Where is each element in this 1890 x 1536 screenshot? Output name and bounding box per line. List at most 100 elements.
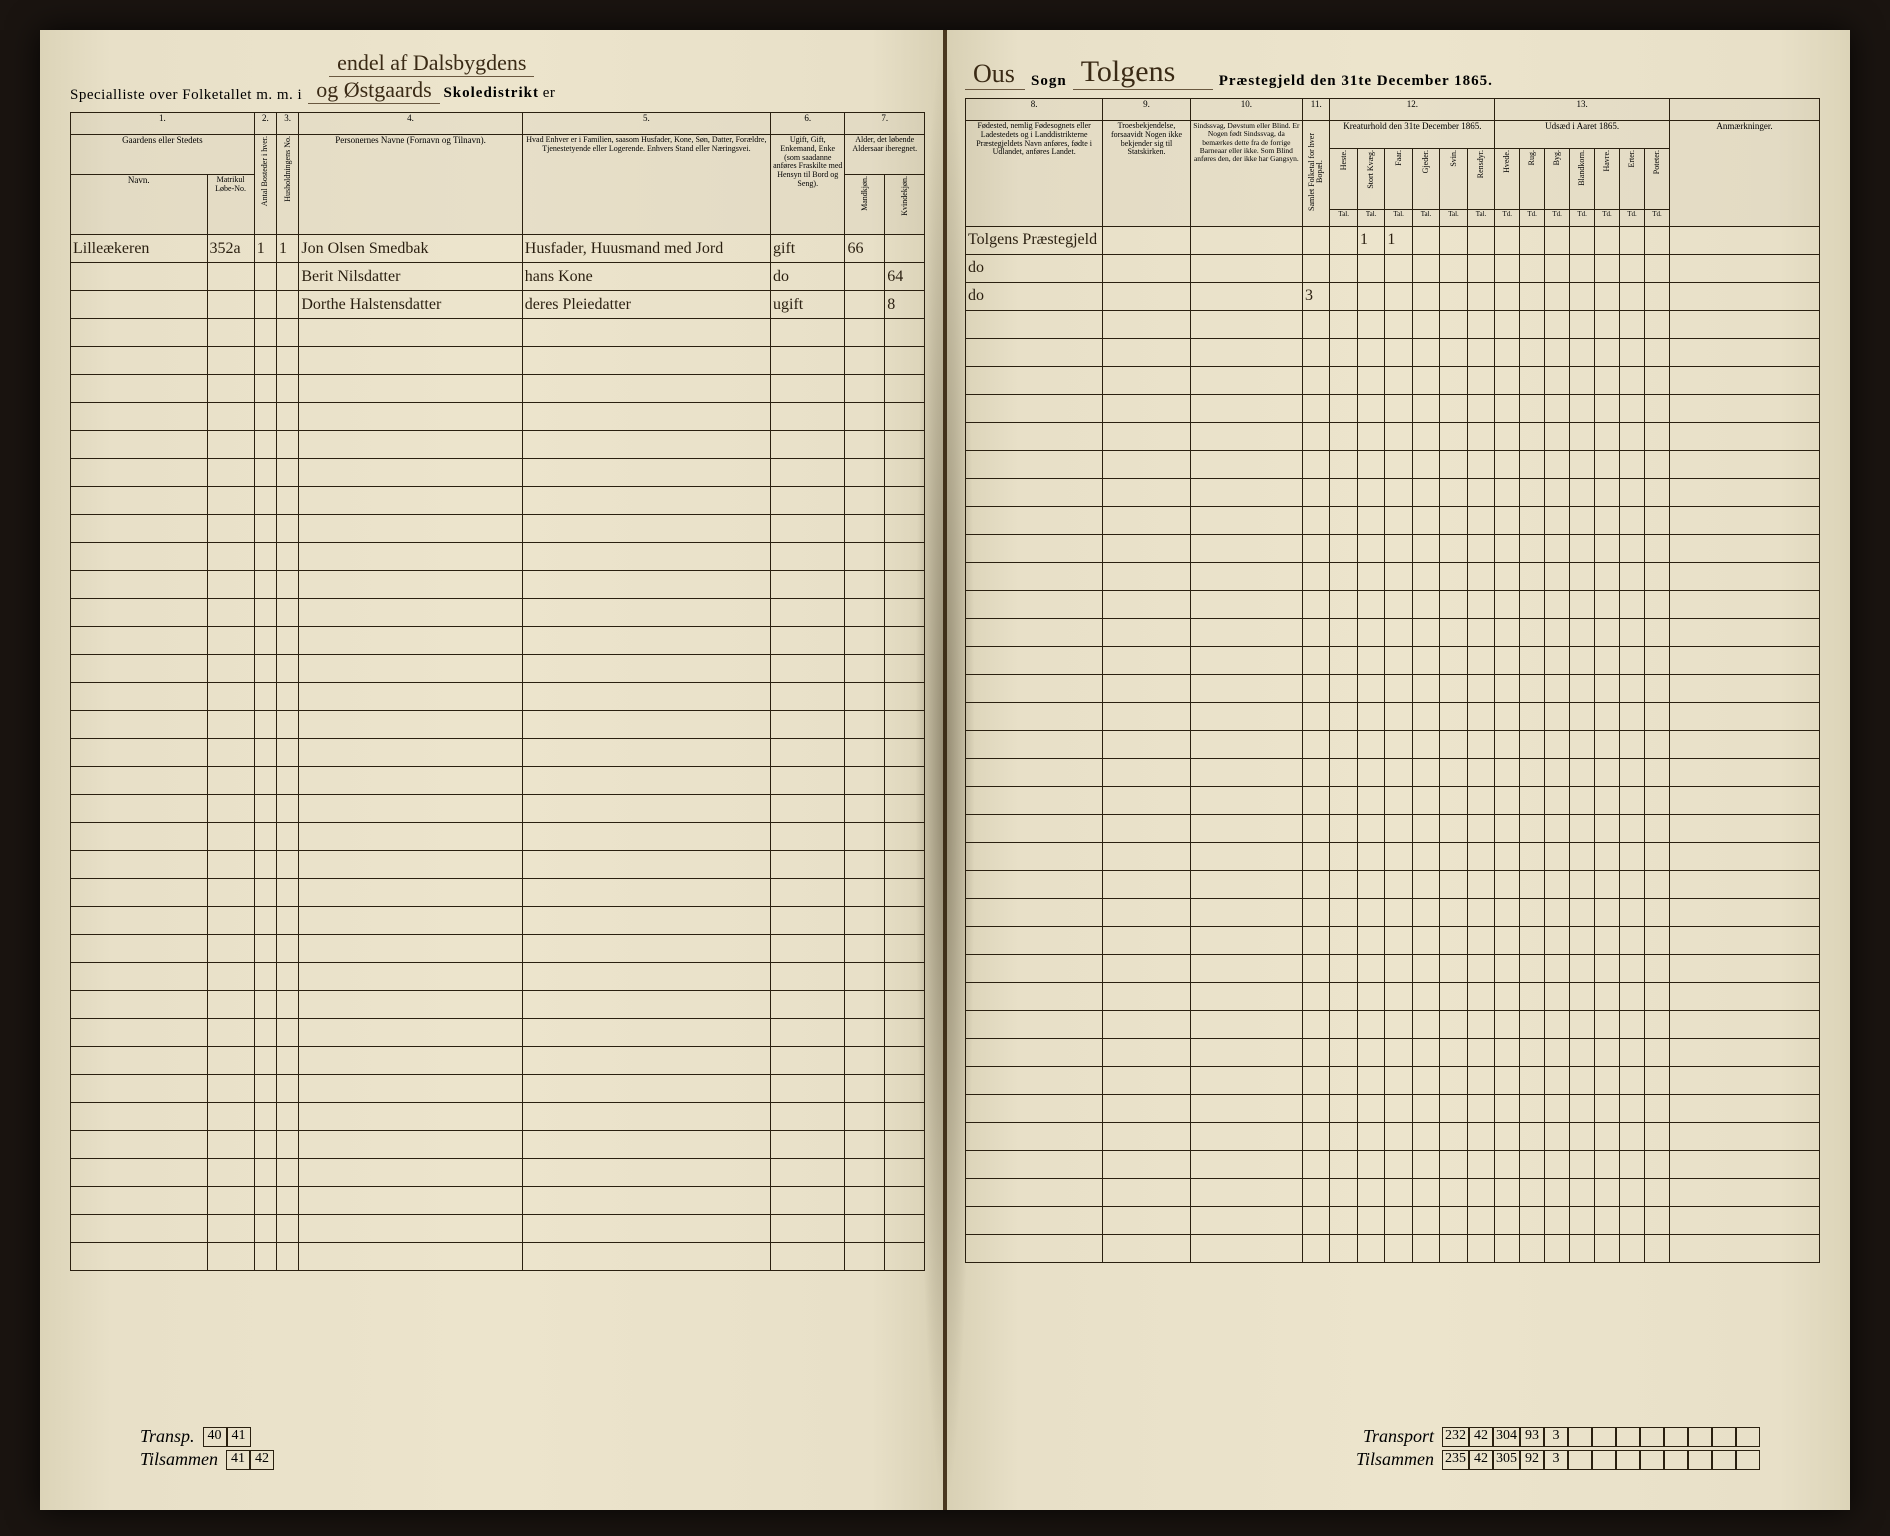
cell — [1545, 226, 1570, 254]
cell — [1330, 226, 1357, 254]
cell: Tolgens Præstegjeld — [966, 226, 1103, 254]
h-anm: Anmærkninger. — [1670, 121, 1820, 227]
cell — [1330, 254, 1357, 282]
footer-cell — [1664, 1427, 1688, 1447]
cell — [1520, 226, 1545, 254]
cell-stand: deres Pleiedatter — [522, 291, 770, 319]
table-row — [71, 823, 925, 851]
cell — [1495, 254, 1520, 282]
col-anm — [1670, 99, 1820, 121]
right-footer: Transport 23242304933 Tilsammen 23542305… — [1356, 1426, 1760, 1470]
table-row — [71, 767, 925, 795]
h7b: Mandkjøn. — [845, 175, 885, 235]
cell-navn: Jon Olsen Smedbak — [299, 235, 522, 263]
table-row — [966, 758, 1820, 786]
col-6: 6. — [771, 113, 845, 135]
footer-cell — [1688, 1427, 1712, 1447]
unit-tal: Tal. — [1357, 209, 1384, 226]
cell-mno — [207, 291, 254, 319]
footer-cell — [1736, 1427, 1760, 1447]
cell — [1303, 254, 1330, 282]
cell — [1330, 282, 1357, 310]
cell — [1357, 254, 1384, 282]
table-row: do3 — [966, 282, 1820, 310]
footer-cell — [1688, 1450, 1712, 1470]
table-row — [71, 1215, 925, 1243]
footer-cell: 92 — [1520, 1450, 1544, 1470]
table-row — [966, 366, 1820, 394]
unit-tal: Tal. — [1330, 209, 1357, 226]
table-row: Lilleækeren352a11Jon Olsen SmedbakHusfad… — [71, 235, 925, 263]
table-row — [966, 1010, 1820, 1038]
sogn-printed: Sogn — [1031, 73, 1067, 90]
cell — [1412, 254, 1439, 282]
table-row — [71, 627, 925, 655]
cell — [1595, 282, 1620, 310]
table-row — [966, 870, 1820, 898]
h2: Antal Bosteder i hver. — [254, 135, 276, 235]
cell — [1670, 254, 1820, 282]
h11: Samlet Folketal for hver Bopæl. — [1303, 121, 1330, 227]
table-row: Dorthe Halstensdatterderes Pleiedatterug… — [71, 291, 925, 319]
col-12: 12. — [1330, 99, 1495, 121]
table-row — [966, 1094, 1820, 1122]
h1a: Gaardens eller Stedets — [71, 135, 255, 175]
table-row — [71, 1019, 925, 1047]
cell-bo: 1 — [254, 235, 276, 263]
table-row — [966, 450, 1820, 478]
footer-cell — [1640, 1427, 1664, 1447]
cell — [1670, 282, 1820, 310]
footer-cell — [1640, 1450, 1664, 1470]
cell-m — [845, 263, 885, 291]
h13-sub: Rug. — [1520, 149, 1545, 210]
col-10: 10. — [1190, 99, 1302, 121]
h13-sub: Hvede. — [1495, 149, 1520, 210]
col-9: 9. — [1103, 99, 1190, 121]
cell-bo — [254, 263, 276, 291]
table-row — [966, 534, 1820, 562]
h9: Troesbekjendelse, forsaavidt Nogen ikke … — [1103, 121, 1190, 227]
cell-stand: Husfader, Huusmand med Jord — [522, 235, 770, 263]
footer-cell — [1592, 1427, 1616, 1447]
cell-hh — [277, 263, 299, 291]
table-row — [71, 739, 925, 767]
table-row — [966, 898, 1820, 926]
table-row — [71, 431, 925, 459]
table-row — [71, 963, 925, 991]
h13-sub: Byg. — [1545, 149, 1570, 210]
footer-cell: 3 — [1544, 1450, 1568, 1470]
unit-td: Td. — [1595, 209, 1620, 226]
cell: 1 — [1357, 226, 1384, 254]
header-script-1: endel af Dalsbygdens — [329, 50, 534, 77]
cell-sivil: do — [771, 263, 845, 291]
unit-tal: Tal. — [1412, 209, 1439, 226]
table-row — [71, 1075, 925, 1103]
cell — [1620, 282, 1645, 310]
table-row — [71, 907, 925, 935]
footer-cell: 232 — [1442, 1427, 1469, 1447]
table-row — [966, 506, 1820, 534]
table-row — [966, 1206, 1820, 1234]
table-row — [71, 851, 925, 879]
cell — [1103, 282, 1190, 310]
col-7: 7. — [845, 113, 925, 135]
cell-m — [845, 291, 885, 319]
h1c: Matrikul Løbe-No. — [207, 175, 254, 235]
h3: Husholdningens No. — [277, 135, 299, 235]
table-row — [71, 1047, 925, 1075]
footer-cell: 42 — [1469, 1427, 1493, 1447]
table-row — [71, 935, 925, 963]
footer-cell: 235 — [1442, 1450, 1469, 1470]
cell — [1644, 282, 1669, 310]
right-page: Ous Sogn Tolgens Præstegjeld den 31te De… — [945, 30, 1850, 1510]
table-row — [71, 683, 925, 711]
table-row — [71, 655, 925, 683]
cell — [1103, 226, 1190, 254]
table-row — [966, 702, 1820, 730]
unit-td: Td. — [1570, 209, 1595, 226]
cell-sted — [71, 291, 208, 319]
footer-cell — [1616, 1450, 1640, 1470]
table-row — [71, 1103, 925, 1131]
footer-cell — [1664, 1450, 1688, 1470]
h12-sub: Svin. — [1440, 149, 1467, 210]
